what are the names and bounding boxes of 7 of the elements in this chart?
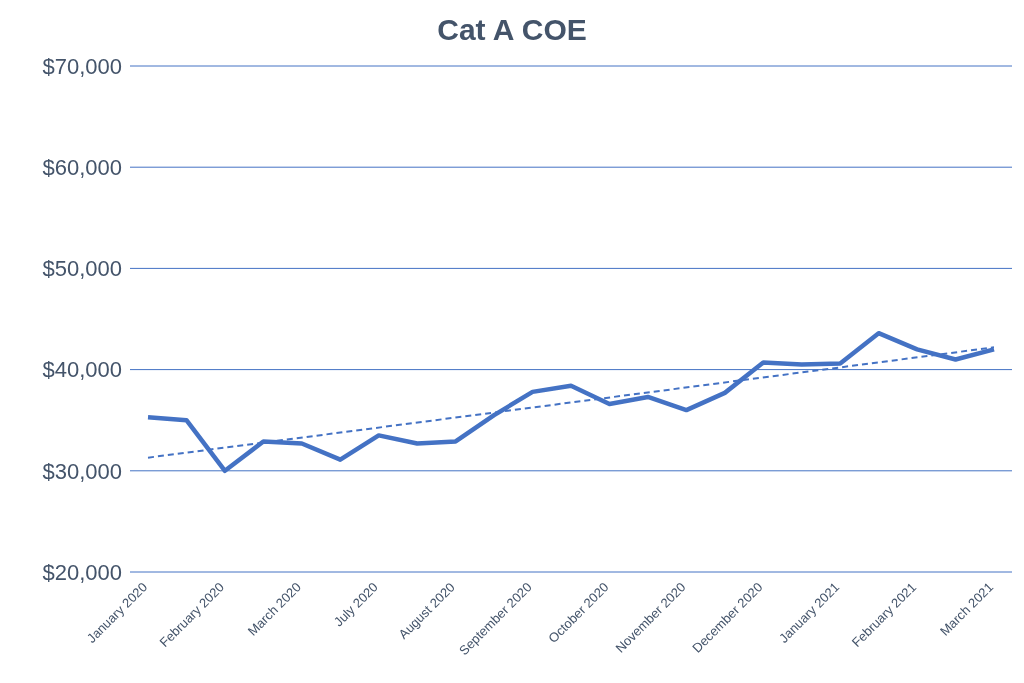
y-tick-label: $50,000 <box>42 256 122 282</box>
chart-title: Cat A COE <box>436 12 588 48</box>
y-tick-label: $30,000 <box>42 458 122 484</box>
y-tick-label: $20,000 <box>42 559 122 585</box>
y-tick-label: $70,000 <box>42 53 122 79</box>
y-tick-label: $40,000 <box>42 357 122 383</box>
y-tick-label: $60,000 <box>42 155 122 181</box>
